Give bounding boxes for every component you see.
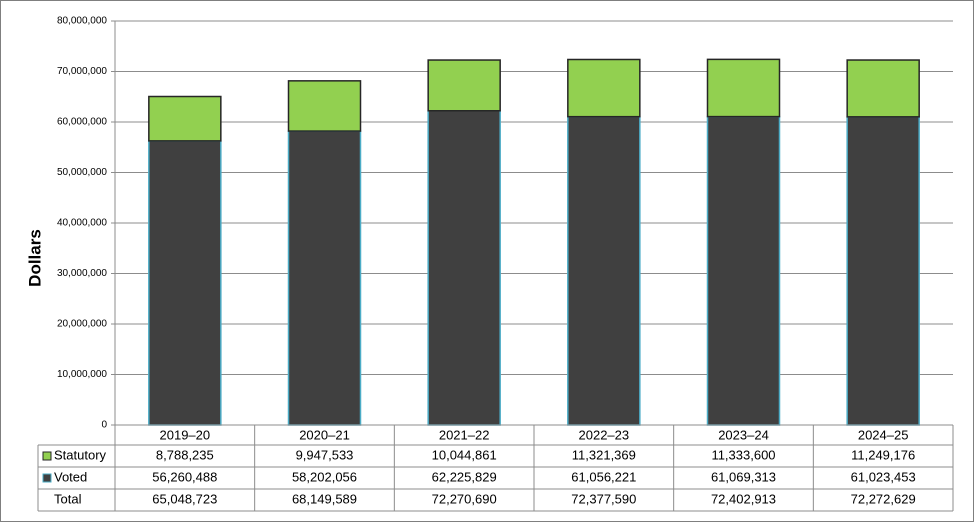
legend-swatch — [42, 473, 52, 483]
table-cell: 11,249,176 — [851, 447, 915, 462]
legend-swatch — [42, 451, 52, 461]
bar-segment — [846, 116, 920, 426]
bar-segment — [287, 130, 362, 426]
x-tick-label: 2022–23 — [579, 427, 630, 442]
y-tick-label: 0 — [101, 420, 107, 431]
table-cell: 72,272,629 — [851, 491, 916, 506]
table-cell: 8,788,235 — [156, 447, 214, 462]
bar-segment — [567, 58, 641, 118]
table-cell: 72,402,913 — [711, 491, 776, 506]
bar-segment — [427, 110, 501, 426]
y-tick-label: 40,000,000 — [57, 218, 107, 229]
table-cell: 10,044,861 — [432, 447, 497, 462]
table-cell: 61,056,221 — [571, 469, 636, 484]
bar-segment — [706, 115, 781, 426]
bar-segment — [846, 59, 920, 118]
table-cell: 62,225,829 — [432, 469, 497, 484]
bar-segment — [567, 115, 641, 426]
table-cell: 9,947,533 — [296, 447, 354, 462]
table-cell: 56,260,488 — [152, 469, 217, 484]
y-tick-label: 70,000,000 — [57, 66, 107, 77]
y-tick-label: 60,000,000 — [57, 117, 107, 128]
legend-label: Statutory — [54, 447, 107, 462]
table-cell: 11,333,600 — [711, 447, 775, 462]
table-cell: 68,149,589 — [292, 491, 357, 506]
y-axis-label: Dollars — [25, 229, 44, 287]
x-tick-label: 2019–20 — [160, 427, 211, 442]
bar-segment — [427, 59, 501, 112]
table-cell: 72,270,690 — [432, 491, 497, 506]
y-tick-label: 30,000,000 — [57, 268, 107, 279]
table-cell: 65,048,723 — [152, 491, 217, 506]
y-tick-label: 80,000,000 — [57, 16, 107, 27]
table-cell: 58,202,056 — [292, 469, 357, 484]
table-cell: 11,321,369 — [572, 447, 636, 462]
table-row-label: Total — [54, 491, 82, 506]
x-tick-label: 2021–22 — [439, 427, 490, 442]
table-cell: 61,069,313 — [711, 469, 776, 484]
bar-segment — [148, 95, 222, 142]
table-cell: 72,377,590 — [571, 491, 636, 506]
x-tick-label: 2020–21 — [299, 427, 350, 442]
y-tick-label: 20,000,000 — [57, 319, 107, 330]
y-tick-label: 50,000,000 — [57, 167, 107, 178]
x-tick-label: 2023–24 — [718, 427, 769, 442]
y-tick-label: 10,000,000 — [57, 369, 107, 380]
bar-segment — [287, 80, 362, 132]
bar-segment — [148, 140, 222, 426]
x-tick-label: 2024–25 — [858, 427, 909, 442]
legend-label: Voted — [54, 469, 87, 484]
bar-segment — [706, 58, 781, 118]
table-cell: 61,023,453 — [851, 469, 916, 484]
